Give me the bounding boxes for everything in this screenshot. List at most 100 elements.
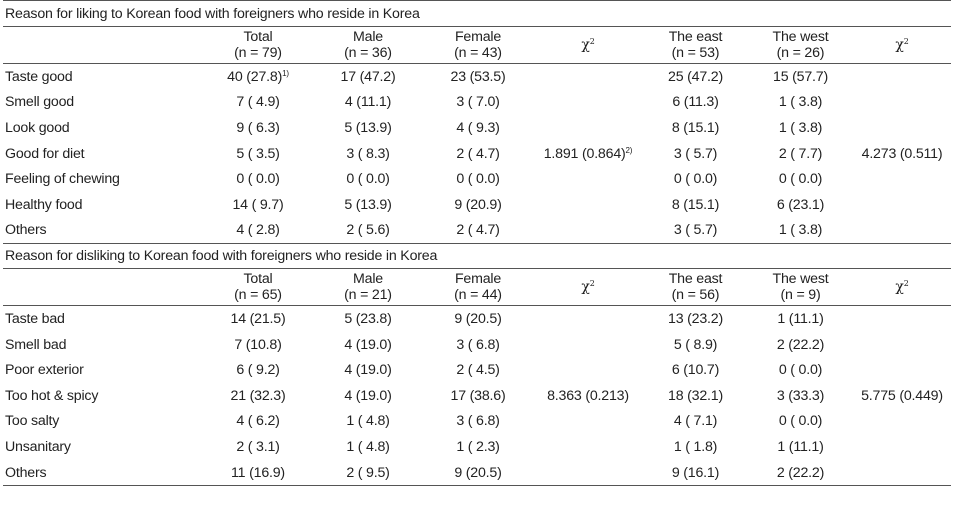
cell-female: 3 ( 7.0) [423, 90, 533, 116]
cell-male: 4 (19.0) [313, 383, 423, 409]
table-row: Smell bad 7 (10.8) 4 (19.0) 3 ( 6.8) 5 ( 8.9… [3, 332, 951, 358]
header-total: Total (n = 65) [203, 268, 313, 307]
cell-chi2 [853, 434, 951, 460]
cell-female: 9 (20.5) [423, 306, 533, 332]
cell-male: 4 (19.0) [313, 357, 423, 383]
cell-chi2 [853, 192, 951, 218]
cell-east-value: 1 ( 1.8) [673, 438, 718, 455]
cell-total-value: 40 (27.8) [227, 68, 283, 85]
cell-total: 40 (27.8)1) [203, 64, 313, 90]
cell-chi2 [853, 115, 951, 141]
cell-west-value: 6 (23.1) [776, 196, 825, 213]
cell-male: 2 ( 5.6) [313, 217, 423, 245]
header-male-label: Male [353, 271, 383, 288]
cell-east-value: 13 (23.2) [668, 310, 723, 327]
cell-male: 0 ( 0.0) [313, 166, 423, 192]
table-row: Taste bad 14 (21.5) 5 (23.8) 9 (20.5) 13 (23… [3, 306, 951, 332]
cell-male-value: 2 ( 9.5) [346, 464, 390, 481]
cell-chi1 [533, 192, 643, 218]
cell-total-value: 21 (32.3) [230, 387, 286, 404]
cell-female: 3 ( 6.8) [423, 332, 533, 358]
row-label: Unsanitary [5, 438, 71, 455]
section-title-row: Reason for liking to Korean food with fo… [3, 0, 952, 27]
chi-letter: χ [895, 37, 904, 53]
cell-female-value: 9 (20.5) [454, 464, 502, 481]
cell-west: 2 (22.2) [748, 332, 853, 358]
cell-west: 6 (23.1) [748, 192, 853, 218]
cell-west: 1 ( 3.8) [748, 90, 853, 116]
cell-west-value: 1 ( 3.8) [778, 94, 823, 111]
cell-west: 0 ( 0.0) [748, 357, 853, 383]
cell-east-value: 9 (16.1) [671, 464, 720, 481]
header-female-label: Female [454, 29, 502, 45]
cell-chi2-value: 4.273 (0.511) [861, 145, 943, 162]
cell-east: 6 (10.7) [643, 357, 748, 383]
column-header-row: Total (n = 79) Male (n = 36) Female (n = 43) χ… [3, 26, 952, 64]
cell-total: 9 ( 6.3) [203, 115, 313, 141]
chi-superscript: 2 [589, 37, 595, 46]
cell-east-value: 6 (11.3) [672, 94, 719, 111]
section-title: Reason for disliking to Korean food with… [3, 243, 952, 270]
cell-total: 7 ( 4.9) [203, 90, 313, 116]
header-female: Female (n = 43) [423, 26, 533, 64]
table-row: Too hot & spicy 21 (32.3) 4 (19.0) 17 (38.6… [3, 383, 951, 409]
cell-male: 5 (13.9) [313, 115, 423, 141]
cell-total-value: 7 ( 4.9) [236, 94, 280, 111]
cell-chi2 [853, 64, 951, 90]
cell-female-value: 9 (20.5) [454, 310, 502, 327]
cell-female: 9 (20.9) [423, 192, 533, 218]
cell-east: 1 ( 1.8) [643, 434, 748, 460]
header-total-label: Total [243, 271, 273, 288]
header-male-label: Male [353, 29, 383, 45]
cell-female: 4 ( 9.3) [423, 115, 533, 141]
cell-east: 3 ( 5.7) [643, 217, 748, 245]
cell-total-value: 4 ( 6.2) [236, 413, 280, 430]
header-total-label: Total [243, 29, 273, 45]
cell-east: 3 ( 5.7) [643, 141, 748, 167]
cell-chi1 [533, 64, 643, 90]
cell-male: 4 (19.0) [313, 332, 423, 358]
section-title: Reason for liking to Korean food with fo… [3, 0, 952, 27]
section-title-row: Reason for disliking to Korean food with… [3, 243, 952, 270]
cell-east-value: 4 ( 7.1) [673, 413, 718, 430]
header-male: Male (n = 21) [313, 268, 423, 307]
cell-male: 4 (11.1) [313, 90, 423, 116]
cell-female-value: 0 ( 0.0) [456, 171, 500, 188]
cell-chi1 [533, 409, 643, 435]
header-chi2: χ2 [853, 268, 952, 307]
header-chi1: χ2 [533, 26, 643, 64]
cell-chi1 [533, 459, 643, 487]
cell-east-value: 8 (15.1) [671, 196, 720, 213]
cell-east-value: 8 (15.1) [671, 119, 720, 136]
cell-chi2: 5.775 (0.449) [853, 383, 951, 409]
cell-west: 2 (22.2) [748, 459, 853, 487]
cell-east: 6 (11.3) [643, 90, 748, 116]
cell-female-value: 2 ( 4.7) [456, 222, 500, 239]
cell-female-value: 3 ( 6.8) [456, 336, 500, 353]
cell-male: 17 (47.2) [313, 64, 423, 90]
row-label: Good for diet [5, 145, 85, 162]
cell-female-value: 4 ( 9.3) [456, 119, 500, 136]
cell-chi1 [533, 90, 643, 116]
row-label: Poor exterior [5, 362, 84, 379]
header-blank [3, 26, 203, 64]
row-label: Look good [5, 119, 70, 136]
cell-chi2 [853, 90, 951, 116]
results-table: Reason for liking to Korean food with fo… [3, 0, 952, 487]
cell-total-value: 7 (10.8) [234, 336, 282, 353]
cell-west-value: 2 (22.2) [776, 336, 825, 353]
header-female: Female (n = 44) [423, 268, 533, 307]
cell-total-value: 9 ( 6.3) [236, 119, 280, 136]
cell-male-value: 0 ( 0.0) [346, 171, 390, 188]
cell-west: 15 (57.7) [748, 64, 853, 90]
header-east-n: (n = 53) [671, 45, 720, 61]
chi-letter: χ [895, 279, 904, 296]
cell-west-value: 0 ( 0.0) [778, 171, 823, 188]
row-label: Others [3, 459, 203, 487]
cell-east-value: 3 ( 5.7) [673, 145, 718, 162]
cell-east-value: 25 (47.2) [668, 68, 723, 85]
row-label: Too salty [5, 413, 60, 430]
header-east-label: The east [668, 271, 723, 288]
cell-west: 1 (11.1) [748, 306, 853, 332]
